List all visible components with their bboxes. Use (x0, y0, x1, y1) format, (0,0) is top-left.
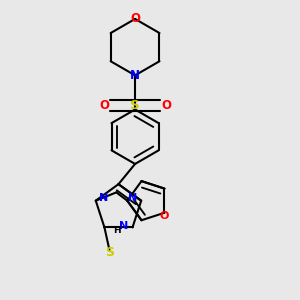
Text: O: O (130, 12, 140, 26)
Text: S: S (130, 99, 140, 112)
Text: N: N (128, 193, 137, 203)
Text: H: H (113, 226, 121, 235)
Text: O: O (160, 211, 169, 221)
Text: O: O (99, 99, 109, 112)
Text: N: N (130, 69, 140, 82)
Text: S: S (105, 246, 114, 259)
Text: N: N (99, 193, 109, 203)
Text: O: O (161, 99, 171, 112)
Text: N: N (118, 221, 128, 231)
